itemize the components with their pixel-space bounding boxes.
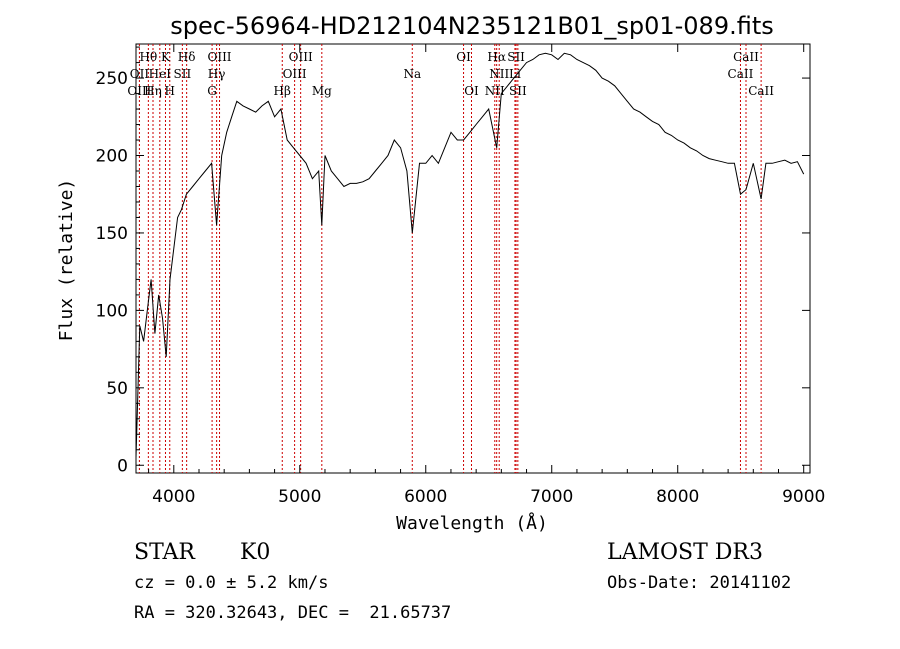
y-axis-ticks: 0 50 100 150 200 250: [96, 46, 810, 476]
y-tick-label: 250: [96, 69, 128, 89]
line-label: OIII: [127, 84, 151, 98]
line-label: SII: [509, 84, 527, 98]
line-label: OII: [130, 67, 150, 81]
y-tick-label: 0: [117, 456, 128, 476]
y-tick-label: 150: [96, 224, 128, 244]
object-subclass: K0: [240, 540, 271, 565]
line-label: OIII: [289, 50, 313, 64]
line-label: Na: [403, 67, 421, 81]
line-label: Hθ: [139, 50, 157, 64]
x-axis-label: Wavelength (Å): [396, 512, 548, 534]
observation-date: Obs-Date: 20141102: [607, 573, 792, 593]
redshift-cz: cz = 0.0 ± 5.2 km/s: [134, 573, 329, 593]
chart-title: spec-56964-HD212104N235121B01_sp01-089.f…: [170, 12, 774, 40]
x-tick-label: 9000: [782, 487, 825, 507]
line-label: OIII: [283, 67, 307, 81]
object-class: STAR: [134, 540, 195, 565]
line-label: OIII: [207, 50, 231, 64]
ra-dec: RA = 320.32643, DEC = 21.65737: [134, 603, 452, 623]
x-axis-ticks: 4000 5000 6000 7000 8000 9000: [148, 44, 825, 507]
line-label: K: [161, 50, 171, 64]
line-label: Li: [509, 67, 521, 81]
line-label: Hγ: [208, 67, 226, 81]
spectrum-line: [135, 52, 805, 458]
line-label: OI: [464, 84, 479, 98]
line-label: Hβ: [274, 84, 291, 98]
plot-frame: [135, 43, 811, 474]
x-tick-label: 7000: [530, 487, 573, 507]
line-label: SII: [507, 50, 525, 64]
line-label: G: [207, 84, 217, 98]
line-label: CaII: [748, 84, 774, 98]
line-label: Mg: [312, 84, 332, 98]
line-label: SII: [174, 67, 192, 81]
x-tick-label: 8000: [656, 487, 699, 507]
line-label: H: [165, 84, 175, 98]
line-label: Hδ: [178, 50, 196, 64]
line-label: Hα: [487, 50, 506, 64]
y-tick-label: 200: [96, 147, 128, 167]
line-label: NII: [489, 67, 509, 81]
line-label: Hη: [144, 84, 162, 98]
spectral-line-markers: [138, 44, 762, 473]
survey-name: LAMOST DR3: [607, 540, 763, 565]
y-tick-label: 100: [96, 301, 128, 321]
y-tick-label: 50: [106, 379, 128, 399]
x-tick-label: 4000: [152, 487, 195, 507]
line-label: CaII: [728, 67, 754, 81]
line-label: OI: [456, 50, 471, 64]
y-axis-label: Flux (relative): [56, 179, 77, 342]
line-label: NII: [485, 84, 505, 98]
x-tick-label: 6000: [404, 487, 447, 507]
line-label: HeI: [149, 67, 172, 81]
line-label: CaII: [733, 50, 759, 64]
x-tick-label: 5000: [278, 487, 321, 507]
